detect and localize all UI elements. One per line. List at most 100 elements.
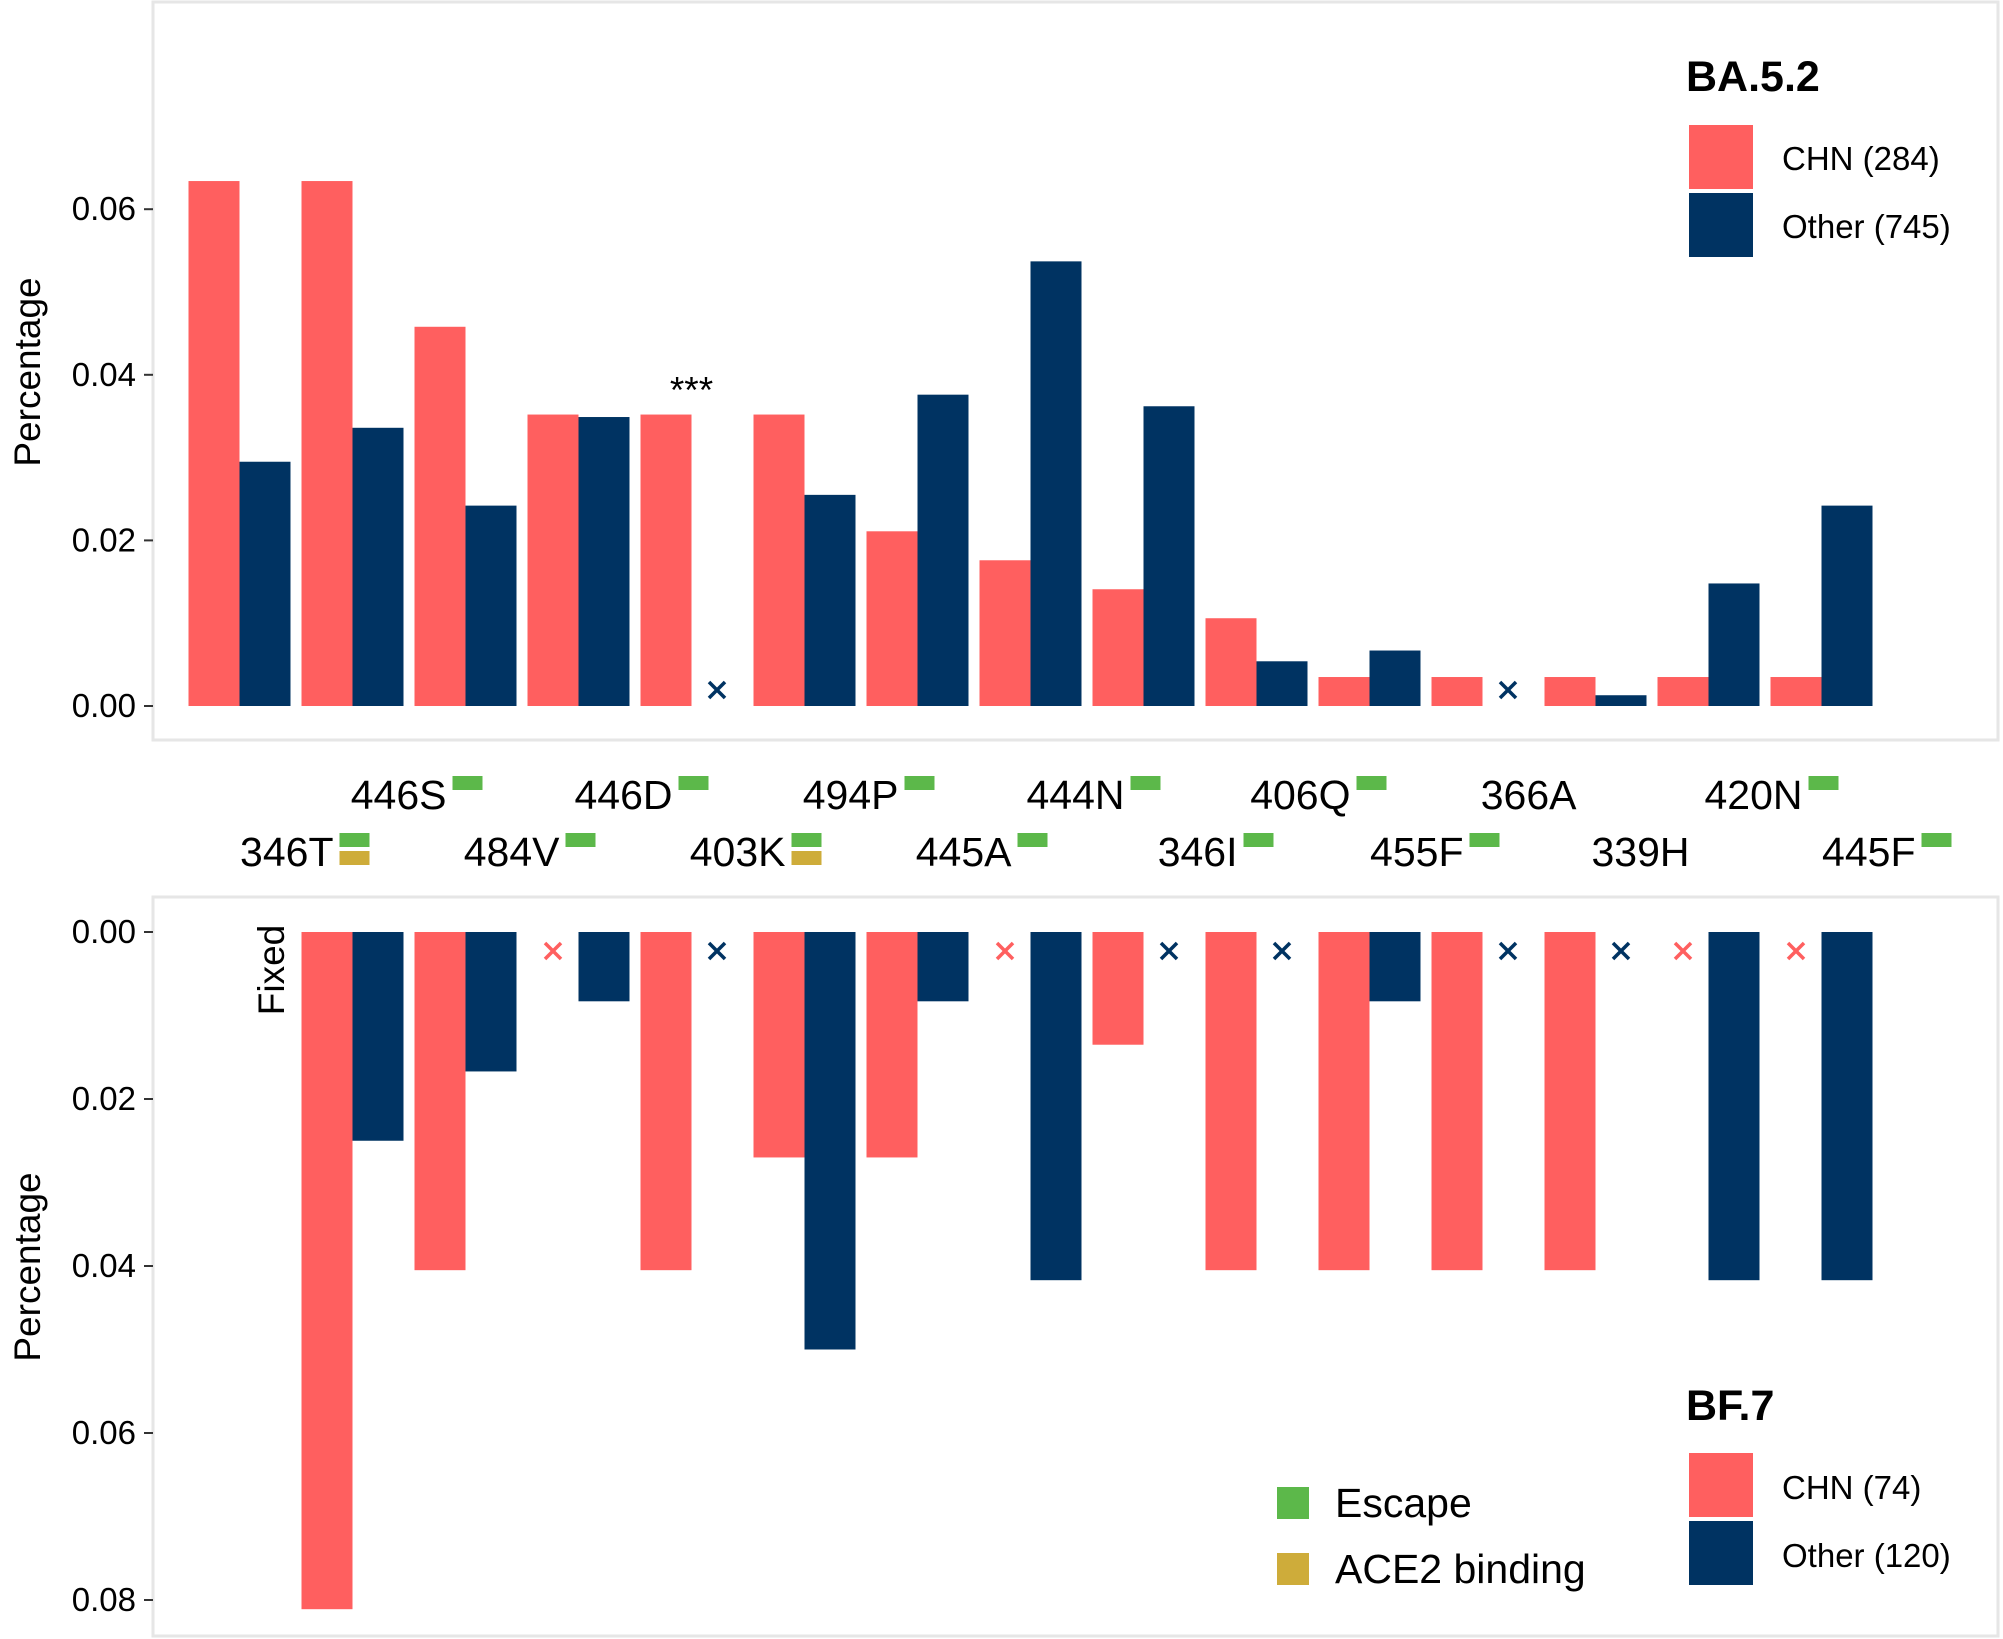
mutation-label-445A: 445A xyxy=(916,829,1012,875)
mutation-label-455F: 455F xyxy=(1370,829,1463,875)
bottom-bar-other-444N xyxy=(1030,932,1082,1281)
mutation-label-339H: 339H xyxy=(1591,829,1689,875)
bottom-bar-other-484V xyxy=(465,932,517,1072)
top-bar-other-420N xyxy=(1708,583,1760,706)
ace2-legend-label: ACE2 binding xyxy=(1335,1546,1586,1592)
top-bar-other-346I xyxy=(1143,406,1195,706)
bottom-bar-chn-455F xyxy=(1318,932,1370,1271)
bottom-bar-other-446D xyxy=(578,932,630,1002)
top-bars xyxy=(188,181,1873,707)
top-bar-chn-446S xyxy=(301,181,353,707)
top-zero-markers xyxy=(707,680,1518,700)
bottom-bar-chn-339H xyxy=(1544,932,1596,1271)
bottom-zero-markers xyxy=(543,941,1806,961)
bottom-legend-swatch-chn xyxy=(1687,1451,1755,1519)
top-bar-chn-494P xyxy=(753,414,805,706)
bottom-bar-other-494P xyxy=(804,932,856,1350)
top-bar-chn-366A xyxy=(1431,677,1483,706)
top-bar-chn-346T xyxy=(188,181,240,707)
top-y-tick-label: 0.04 xyxy=(72,356,136,393)
top-y-tick-label: 0.02 xyxy=(72,521,136,558)
bottom-bar-other-455F xyxy=(1369,932,1421,1002)
bottom-y-tick-label: 0.04 xyxy=(72,1247,136,1284)
bottom-y-tick-label: 0.00 xyxy=(72,913,136,950)
bottom-bar-chn-366A xyxy=(1431,932,1483,1271)
escape-indicator xyxy=(339,833,370,847)
bottom-bars xyxy=(301,932,1873,1610)
mutation-label-346I: 346I xyxy=(1158,829,1238,875)
bottom-y-tick-label: 0.02 xyxy=(72,1080,136,1117)
top-bar-chn-445F xyxy=(1770,677,1822,706)
escape-indicator xyxy=(904,776,935,790)
bottom-bar-chn-445A xyxy=(866,932,918,1158)
top-y-tick-label: 0.00 xyxy=(72,687,136,724)
mutation-label-444N: 444N xyxy=(1026,772,1124,818)
top-bar-other-444N xyxy=(1030,261,1082,706)
mutation-labels: 346T 446S 484V 446D 403K 494P 445A 444N 346I 406Q… xyxy=(240,772,1952,875)
bottom-bar-chn-406Q xyxy=(1205,932,1257,1271)
bottom-legend-label-other: Other (120) xyxy=(1782,1537,1951,1574)
top-bar-chn-445A xyxy=(866,531,918,706)
top-bar-other-339H xyxy=(1595,695,1647,706)
zero-x-marker-icon xyxy=(1272,941,1292,961)
bottom-bar-chn-403K xyxy=(640,932,692,1271)
top-legend-swatch-other xyxy=(1687,191,1755,259)
ace2-binding-indicator xyxy=(339,851,370,865)
bottom-bar-chn-346I xyxy=(1092,932,1144,1045)
bottom-bar-chn-446S xyxy=(301,932,353,1610)
bottom-bar-other-420N xyxy=(1708,932,1760,1281)
bottom-legend-swatch-other xyxy=(1687,1519,1755,1587)
top-bar-chn-446D xyxy=(527,414,579,706)
top-bar-other-455F xyxy=(1369,650,1421,706)
escape-indicator xyxy=(452,776,483,790)
ace2-binding-indicator xyxy=(791,851,822,865)
zero-x-marker-icon xyxy=(1611,941,1631,961)
top-bar-other-406Q xyxy=(1256,661,1308,706)
top-legend-swatch-chn xyxy=(1687,123,1755,191)
top-bar-chn-339H xyxy=(1544,677,1596,706)
escape-indicator xyxy=(1130,776,1161,790)
bottom-y-ticks: 0.00 0.02 0.04 0.06 0.08 xyxy=(72,913,153,1618)
top-bar-other-346T xyxy=(239,461,291,706)
bottom-legend: BF.7 CHN (74) Other (120) xyxy=(1686,1382,1951,1587)
escape-indicator xyxy=(1356,776,1387,790)
zero-x-marker-icon xyxy=(1498,680,1518,700)
escape-indicator xyxy=(1808,776,1839,790)
bottom-bar-other-446S xyxy=(352,932,404,1141)
bottom-legend-label-chn: CHN (74) xyxy=(1782,1469,1921,1506)
bottom-y-tick-label: 0.06 xyxy=(72,1414,136,1451)
top-bar-chn-403K xyxy=(640,414,692,706)
top-bar-chn-484V xyxy=(414,326,466,706)
top-y-ticks: 0.00 0.02 0.04 0.06 xyxy=(72,190,153,724)
top-bar-other-494P xyxy=(804,494,856,706)
bottom-y-axis: 0.00 0.02 0.04 0.06 0.08 Percentage xyxy=(7,913,153,1618)
top-legend-label-chn: CHN (284) xyxy=(1782,140,1940,177)
escape-indicator xyxy=(1921,833,1952,847)
top-legend: BA.5.2 CHN (284) Other (745) xyxy=(1686,53,1951,259)
mutation-label-494P: 494P xyxy=(803,772,899,818)
bottom-bar-other-445A xyxy=(917,932,969,1002)
mutation-label-484V: 484V xyxy=(464,829,560,875)
zero-x-marker-icon xyxy=(707,680,727,700)
top-bar-other-484V xyxy=(465,505,517,706)
mutation-label-446D: 446D xyxy=(574,772,672,818)
top-bar-chn-444N xyxy=(979,560,1031,706)
escape-indicator xyxy=(678,776,709,790)
bottom-bar-chn-494P xyxy=(753,932,805,1158)
top-y-tick-label: 0.06 xyxy=(72,190,136,227)
top-bar-other-446D xyxy=(578,417,630,706)
mutation-label-403K: 403K xyxy=(690,829,786,875)
escape-indicator xyxy=(565,833,596,847)
top-bar-chn-455F xyxy=(1318,677,1370,706)
zero-x-marker-icon xyxy=(1673,941,1693,961)
fixed-label: Fixed xyxy=(251,925,292,1015)
escape-indicator xyxy=(1017,833,1048,847)
mutation-label-420N: 420N xyxy=(1704,772,1802,818)
mutation-label-406Q: 406Q xyxy=(1250,772,1350,818)
mutation-label-366A: 366A xyxy=(1481,772,1577,818)
ace2-swatch xyxy=(1277,1553,1309,1585)
escape-swatch xyxy=(1277,1487,1309,1519)
top-bar-other-445A xyxy=(917,394,969,706)
top-bar-chn-420N xyxy=(1657,677,1709,706)
top-y-axis-title: Percentage xyxy=(7,277,48,466)
